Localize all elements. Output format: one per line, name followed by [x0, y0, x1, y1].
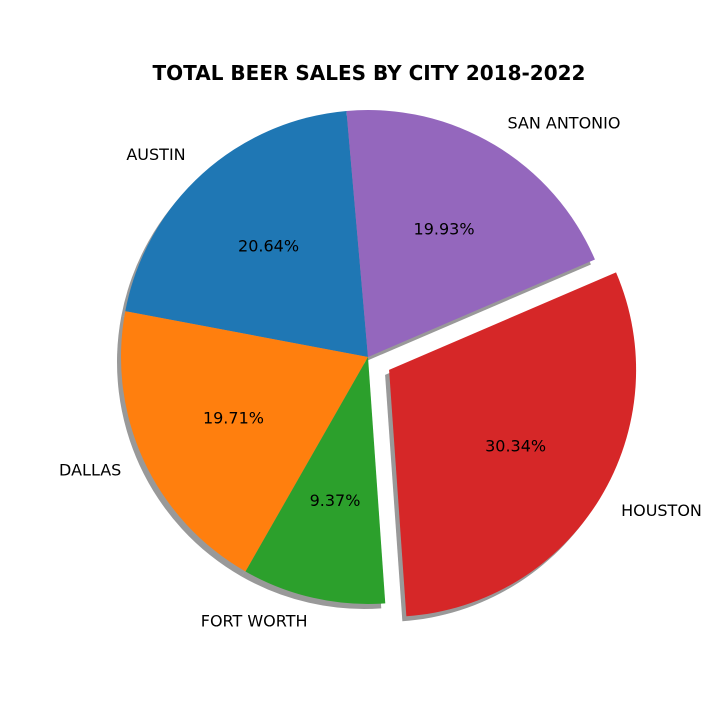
pie-labels: AUSTIN 20.64% DALLAS 19.71% FORT WORTH 9.37% H…: [59, 113, 702, 630]
category-label-fort-worth: FORT WORTH: [201, 611, 308, 630]
percent-label-dallas: 19.71%: [203, 409, 264, 428]
pie-slice-austin: [125, 110, 368, 357]
category-label-dallas: DALLAS: [59, 460, 121, 479]
percent-label-fort-worth: 9.37%: [310, 491, 361, 510]
pie-slice-san-antonio: [346, 110, 595, 357]
percent-label-austin: 20.64%: [238, 237, 299, 256]
pie-slice-dallas: [121, 311, 368, 572]
percent-label-san-antonio: 19.93%: [414, 219, 475, 238]
category-label-san-antonio: SAN ANTONIO: [507, 113, 620, 132]
pie-slice-houston: [389, 272, 637, 617]
percent-label-houston: 30.34%: [485, 437, 546, 456]
category-label-houston: HOUSTON: [621, 501, 702, 520]
category-label-austin: AUSTIN: [126, 145, 185, 164]
pie-slice-fort-worth: [245, 357, 386, 604]
pie-slices: [121, 110, 637, 617]
chart-title: TOTAL BEER SALES BY CITY 2018-2022: [153, 61, 586, 85]
